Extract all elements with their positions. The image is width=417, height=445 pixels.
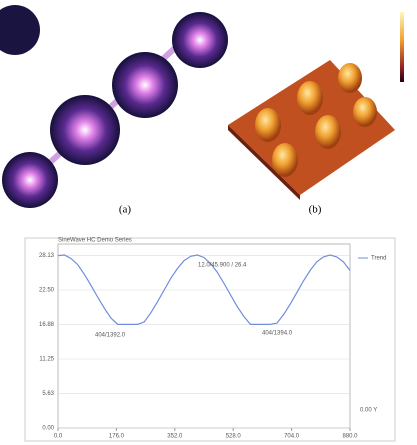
figure: (a) (b) SineWave HC Demo Series 0.00 5.63… — [0, 0, 417, 445]
y-tick-label: 22.50 — [39, 288, 55, 294]
y-tick-label: 0.00 — [42, 426, 54, 432]
x-tick-label: 0.0 — [54, 434, 63, 440]
legend-label: Trend — [371, 256, 386, 262]
y-tick-label: 11.25 — [39, 357, 54, 363]
x-tick-label: 880.0 — [342, 434, 358, 440]
x-tick-label: 176.0 — [109, 434, 125, 440]
annotation: 404/1394.0 — [262, 331, 293, 337]
y-tick-label: 5.63 — [42, 391, 54, 397]
x-tick-label: 704.0 — [284, 434, 300, 440]
x-tick-label: 352.0 — [167, 434, 183, 440]
panel-label: (b) — [309, 204, 322, 216]
annotation: 404/1392.0 — [95, 333, 126, 339]
y-tick-label: 16.88 — [39, 322, 55, 328]
panel-b-image — [228, 12, 404, 200]
panel-a-image — [0, 5, 228, 208]
x-tick-label: 528.0 — [226, 434, 242, 440]
chart-title: SineWave HC Demo Series — [58, 238, 132, 244]
annotation: 12.0/45.900 / 26.4 — [198, 263, 247, 269]
y-tick-label: 28.13 — [39, 253, 55, 259]
annotation: 0.00 Y — [360, 408, 377, 414]
panel-label: (a) — [119, 204, 132, 216]
